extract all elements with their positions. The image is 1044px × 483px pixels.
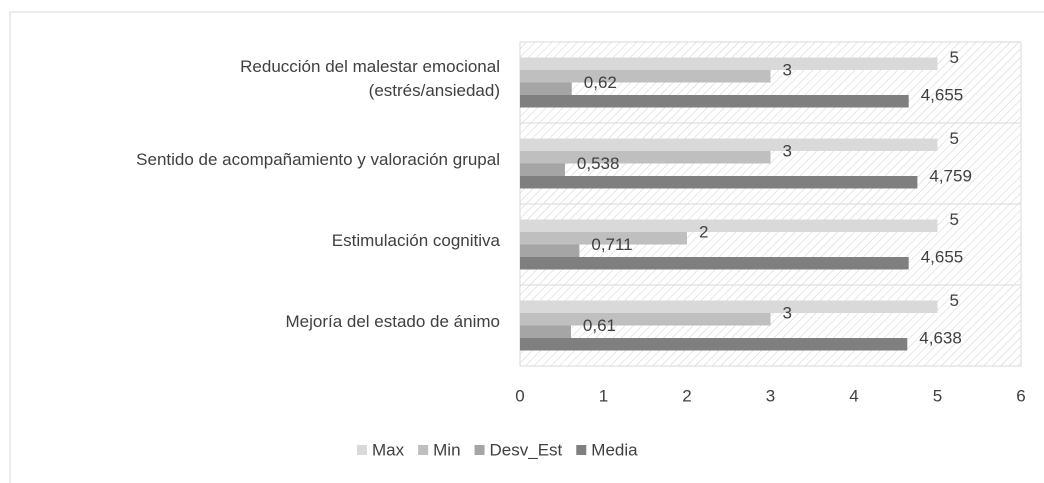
data-label: 4,655: [921, 85, 964, 104]
bar: [520, 176, 918, 189]
x-tick-label: 0: [515, 386, 524, 405]
bar: [520, 57, 938, 70]
legend-label: Min: [433, 440, 460, 459]
data-label: 4,655: [921, 247, 964, 266]
legend-swatch: [576, 445, 587, 455]
x-tick-label: 5: [933, 386, 942, 405]
bar: [520, 219, 938, 232]
bar: [520, 257, 909, 270]
bar: [520, 313, 771, 326]
data-label: 3: [783, 60, 792, 79]
category-label: Estimulación cognitiva: [331, 230, 500, 250]
bar: [520, 82, 572, 95]
data-label: 5: [950, 291, 959, 310]
data-label: 2: [699, 222, 708, 241]
legend-swatch: [418, 445, 429, 455]
data-label: 5: [950, 210, 959, 229]
data-label: 5: [950, 48, 959, 67]
bar: [520, 70, 771, 83]
data-label: 0,62: [584, 73, 617, 92]
x-tick-label: 1: [599, 386, 608, 405]
category-label: Mejoría del estado de ánimo: [285, 311, 500, 331]
bar: [520, 151, 771, 164]
data-label: 4,638: [919, 328, 962, 347]
bar: [520, 138, 938, 151]
legend-swatch: [357, 445, 367, 455]
data-label: 5: [950, 129, 959, 148]
legend-swatch: [474, 445, 485, 455]
data-label: 0,538: [577, 154, 620, 173]
bar: [520, 163, 565, 176]
x-tick-label: 3: [766, 386, 775, 405]
data-label: 3: [783, 303, 792, 322]
data-label: 0,711: [591, 235, 632, 254]
bar: [520, 244, 580, 257]
legend-label: Desv_Est: [490, 440, 563, 459]
frame: [9, 11, 1044, 483]
data-label: 3: [783, 141, 792, 160]
bar: [520, 232, 687, 245]
category-label: Reducción del malestar emocional (estrés…: [240, 56, 500, 100]
data-label: 0,61: [583, 316, 616, 335]
legend-label: Media: [591, 440, 638, 459]
bar: [520, 338, 908, 351]
bar: [520, 325, 571, 338]
x-tick-label: 2: [682, 386, 691, 405]
x-tick-label: 6: [1016, 386, 1025, 405]
legend-label: Max: [372, 440, 405, 459]
category-label: Sentido de acompañamiento y valoración g…: [136, 149, 500, 169]
x-tick-label: 4: [849, 386, 858, 405]
bar: [520, 300, 938, 313]
data-label: 4,759: [929, 166, 972, 185]
bar: [520, 95, 909, 108]
